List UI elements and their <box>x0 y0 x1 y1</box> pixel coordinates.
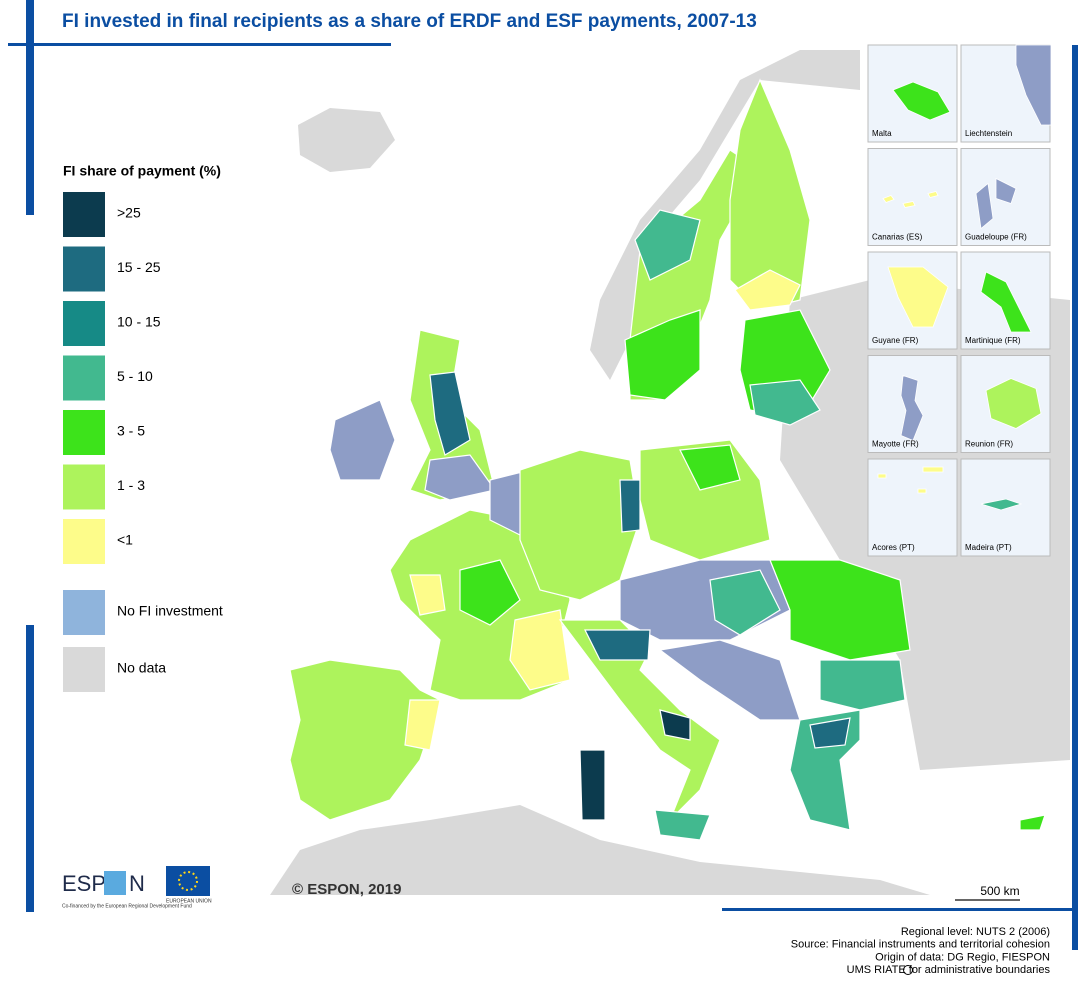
inset-frame <box>868 149 957 246</box>
legend-swatch <box>63 647 105 692</box>
balkans <box>660 640 800 720</box>
bulgaria <box>820 660 905 710</box>
eu-flag <box>166 866 210 896</box>
inset: Liechtenstein <box>961 45 1051 142</box>
title-rule <box>8 43 391 46</box>
sicily <box>655 810 710 840</box>
accent-bar <box>26 625 34 912</box>
map-page: FI invested in final recipients as a sha… <box>0 0 1084 977</box>
legend-label: No data <box>117 660 166 676</box>
inset-label: Canarias (ES) <box>872 233 923 242</box>
source-line: Source: Financial instruments and territ… <box>791 939 1050 951</box>
source-line: Regional level: NUTS 2 (2006) <box>901 926 1050 938</box>
legend-swatch <box>63 192 105 237</box>
inset-label: Malta <box>872 129 892 138</box>
scale-label: 500 km <box>980 884 1019 898</box>
accent-bar <box>1072 45 1078 950</box>
logo-text: ESP <box>62 871 106 896</box>
legend-label: 3 - 5 <box>117 423 145 439</box>
accent-bar <box>26 0 34 215</box>
legend-label: >25 <box>117 205 141 221</box>
inset: Madeira (PT) <box>961 459 1050 556</box>
inset-label: Guyane (FR) <box>872 336 919 345</box>
cyprus <box>1020 815 1045 830</box>
legend-swatch <box>63 247 105 292</box>
footer-rule <box>722 908 1072 911</box>
legend-label: 15 - 25 <box>117 259 161 275</box>
legend-label: 5 - 10 <box>117 368 153 384</box>
legend-swatch <box>63 356 105 401</box>
source: Regional level: NUTS 2 (2006)Source: Fin… <box>791 926 1051 976</box>
legend-label: 1 - 3 <box>117 477 145 493</box>
legend-label: No FI investment <box>117 603 223 619</box>
region <box>405 700 440 750</box>
inset: Malta <box>868 45 957 142</box>
inset: Martinique (FR) <box>961 252 1050 349</box>
inset: Guadeloupe (FR) <box>961 149 1050 246</box>
inset-label: Madeira (PT) <box>965 543 1012 552</box>
legend-swatch <box>63 301 105 346</box>
inset: Guyane (FR) <box>868 252 957 349</box>
legend-swatch <box>63 410 105 455</box>
legend-swatch <box>63 590 105 635</box>
source-line: UMS RIATE for administrative boundaries <box>847 964 1051 976</box>
iceland <box>298 108 395 172</box>
eu-label: EUROPEAN UNION <box>166 898 212 904</box>
inset-label: Guadeloupe (FR) <box>965 233 1027 242</box>
inset: Reunion (FR) <box>961 356 1050 453</box>
inset-label: Reunion (FR) <box>965 440 1013 449</box>
inset: Canarias (ES) <box>868 149 957 246</box>
legend-label: <1 <box>117 532 133 548</box>
legend-swatch <box>63 519 105 564</box>
legend-label: 10 - 15 <box>117 314 161 330</box>
inset-label: Mayotte (FR) <box>872 440 919 449</box>
map-title: FI invested in final recipients as a sha… <box>62 11 757 32</box>
copyright: © ESPON, 2019 <box>292 881 401 898</box>
legend-title: FI share of payment (%) <box>63 163 221 179</box>
source-line: Origin of data: DG Regio, FIESPON <box>875 951 1050 963</box>
logo-text: N <box>129 871 145 896</box>
inset-label: Martinique (FR) <box>965 336 1021 345</box>
region <box>620 480 640 532</box>
legend: FI share of payment (%) >25 15 - 25 10 - 1… <box>63 163 223 692</box>
legend-swatch <box>63 465 105 510</box>
inset: Acores (PT) <box>868 459 957 556</box>
inset-frame <box>868 459 957 556</box>
ireland <box>330 400 395 480</box>
sardinia <box>580 750 605 820</box>
inset: Mayotte (FR) <box>868 356 957 453</box>
inset-label: Liechtenstein <box>965 129 1012 138</box>
inset-label: Acores (PT) <box>872 543 915 552</box>
logo-mark <box>104 871 126 895</box>
